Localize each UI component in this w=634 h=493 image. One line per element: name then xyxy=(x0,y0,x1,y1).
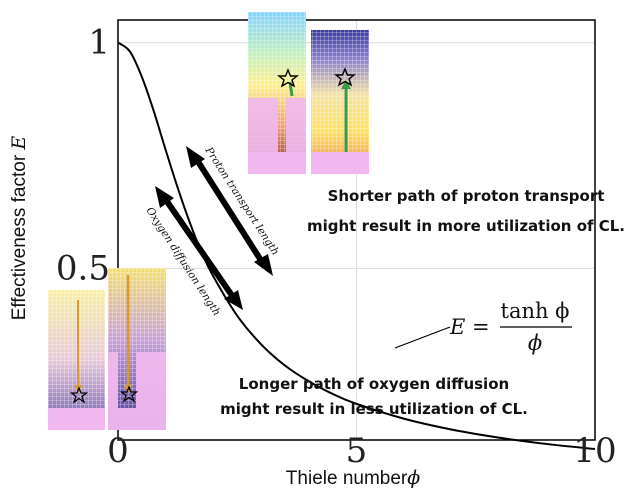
note-bottom-line1: Longer path of oxygen diffusion xyxy=(239,375,509,393)
formula-numerator: tanh ϕ xyxy=(501,299,570,323)
inset-panel-bottom-right xyxy=(108,268,166,430)
proton-transport-arrow xyxy=(186,146,273,276)
plot-frame xyxy=(117,19,596,441)
x-tick-label: 5 xyxy=(346,431,368,471)
y-tick-label: 0.5 xyxy=(56,248,110,288)
star-icon xyxy=(69,386,89,404)
formula-lhs: E = xyxy=(449,315,490,339)
x-tick-labels: 0 5 10 xyxy=(107,431,616,471)
x-axis-title-text: Thiele number xyxy=(286,468,408,489)
x-axis-title-symbol: ϕ xyxy=(407,467,420,489)
y-axis-title-text: Effectiveness factor xyxy=(9,150,30,321)
y-axis-title: Effectiveness factor E xyxy=(8,136,30,321)
inset-top-panels xyxy=(248,12,369,174)
star-icon xyxy=(334,67,356,87)
y-tick-labels: 0.51 xyxy=(56,23,110,289)
x-tick-label: 0 xyxy=(107,431,129,471)
formula-denominator: ϕ xyxy=(528,331,542,355)
note-bottom-line2: might result in less utilization of CL. xyxy=(220,400,528,418)
note-top-line2: might result in more utilization of CL. xyxy=(307,217,625,235)
inset-panel-top-left xyxy=(248,12,306,174)
star-icon xyxy=(119,385,139,403)
note-top-line1: Shorter path of proton transport xyxy=(328,187,605,205)
oxygen-diffusion-arrow xyxy=(155,186,243,310)
y-axis-title-symbol: E xyxy=(8,136,30,151)
inset-panel-bottom-left xyxy=(48,290,105,430)
x-axis-title: Thiele numberϕ xyxy=(286,467,420,489)
x-tick-label: 10 xyxy=(573,431,616,471)
y-tick-label: 1 xyxy=(88,23,110,63)
formula-annotation: E = tanh ϕ ϕ xyxy=(394,299,572,355)
inset-panel-top-right xyxy=(311,30,369,174)
series-line xyxy=(117,41,596,451)
inset-bottom-panels xyxy=(48,268,166,430)
star-icon xyxy=(277,68,299,88)
